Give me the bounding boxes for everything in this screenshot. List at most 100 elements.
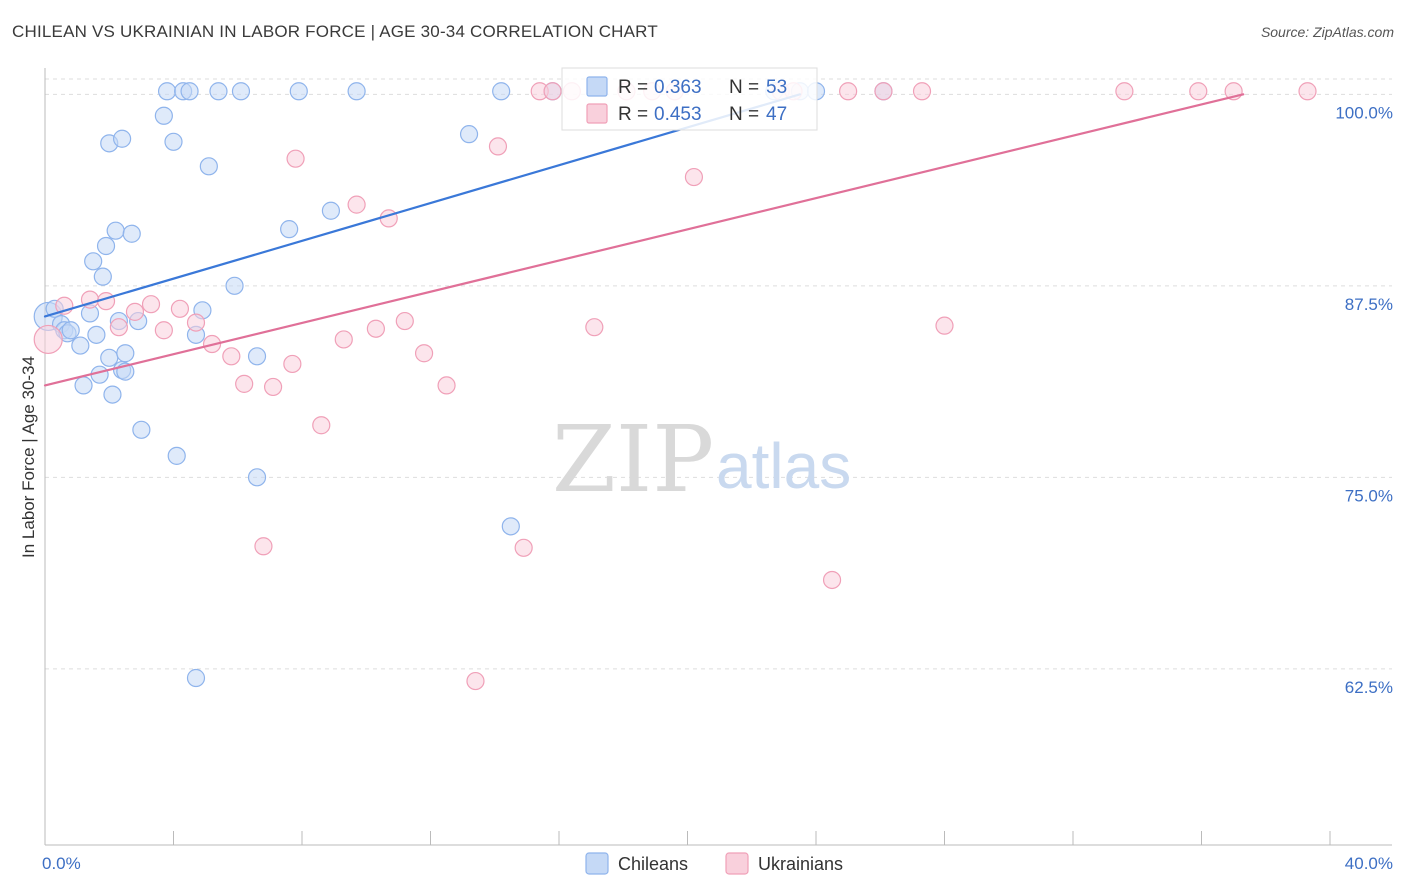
scatter-point-ukrainians xyxy=(822,570,842,590)
legend-n-value-chileans: 53 xyxy=(766,77,787,98)
scatter-point-ukrainians xyxy=(395,311,414,331)
watermark: ZIP atlas xyxy=(552,406,851,513)
scatter-point-ukrainians xyxy=(1115,82,1134,101)
scatter-point-ukrainians xyxy=(414,344,434,363)
scatter-point-chileans xyxy=(154,106,173,125)
scatter-point-chileans xyxy=(180,82,199,101)
scatter-point-chileans xyxy=(122,224,141,243)
trend-layer xyxy=(43,93,1245,387)
scatter-point-chileans xyxy=(501,517,520,536)
watermark-zip: ZIP xyxy=(552,406,714,513)
points-layer xyxy=(33,82,1317,691)
scatter-point-ukrainians xyxy=(488,137,508,156)
watermark-atlas: atlas xyxy=(716,430,851,502)
scatter-point-ukrainians xyxy=(585,318,604,337)
chart-title: CHILEAN VS UKRAINIAN IN LABOR FORCE | AG… xyxy=(12,22,658,41)
scatter-point-chileans xyxy=(96,236,116,256)
scatter-point-chileans xyxy=(106,221,125,240)
scatter-point-ukrainians xyxy=(684,167,704,187)
legend-swatch-ukrainians xyxy=(586,103,608,124)
series-legend-swatch-chileans xyxy=(585,852,609,875)
scatter-point-chileans xyxy=(87,325,106,344)
scatter-point-ukrainians xyxy=(170,299,190,318)
scatter-point-chileans xyxy=(347,82,366,101)
scatter-point-chileans xyxy=(100,348,119,367)
series-legend-label-ukrainians: Ukrainians xyxy=(758,854,843,874)
legend-n-value-ukrainians: 47 xyxy=(766,104,787,125)
chart-source: Source: ZipAtlas.com xyxy=(1260,24,1394,40)
scatter-point-ukrainians xyxy=(33,324,63,355)
scatter-point-ukrainians xyxy=(1298,82,1317,101)
scatter-point-chileans xyxy=(492,82,511,101)
scatter-point-chileans xyxy=(186,668,206,688)
y-axis-title: In Labor Force | Age 30-34 xyxy=(19,356,38,558)
scatter-point-chileans xyxy=(247,468,267,487)
scatter-point-ukrainians xyxy=(312,416,331,435)
scatter-point-ukrainians xyxy=(109,318,128,337)
scatter-point-ukrainians xyxy=(912,82,932,101)
scatter-point-chileans xyxy=(199,157,218,176)
scatter-point-chileans xyxy=(167,446,186,465)
scatter-point-chileans xyxy=(93,267,112,286)
y-tick-label: 100.0% xyxy=(1335,103,1393,122)
y-tick-label: 75.0% xyxy=(1345,486,1393,505)
x-tick-label: 0.0% xyxy=(42,854,81,873)
scatter-point-ukrainians xyxy=(263,377,283,397)
scatter-point-ukrainians xyxy=(466,671,485,691)
scatter-point-ukrainians xyxy=(222,347,241,366)
series-legend-label-chileans: Chileans xyxy=(618,854,688,874)
scatter-point-ukrainians xyxy=(283,354,302,374)
scatter-point-ukrainians xyxy=(235,374,254,393)
legend-n-label-chileans: N = xyxy=(729,77,759,98)
legend-r-label-ukrainians: R = xyxy=(618,104,648,125)
correlation-legend: R = 0.363 N = 53 R = 0.453 N = 47 xyxy=(561,67,818,131)
y-tick-label: 87.5% xyxy=(1345,295,1393,314)
scatter-point-ukrainians xyxy=(839,82,858,101)
scatter-point-ukrainians xyxy=(366,319,385,338)
legend-r-label-chileans: R = xyxy=(618,77,648,98)
grid-layer xyxy=(45,78,1392,670)
scatter-point-chileans xyxy=(231,82,251,101)
legend-swatch-chileans xyxy=(586,76,608,97)
scatter-point-chileans xyxy=(280,220,299,239)
scatter-point-chileans xyxy=(74,376,93,395)
scatter-point-ukrainians xyxy=(286,149,305,168)
scatter-point-chileans xyxy=(84,252,103,271)
scatter-point-ukrainians xyxy=(1189,82,1208,101)
scatter-point-ukrainians xyxy=(935,316,954,335)
y-tick-label: 62.5% xyxy=(1345,678,1393,697)
scatter-point-chileans xyxy=(164,132,183,151)
scatter-point-ukrainians xyxy=(334,330,353,349)
scatter-point-ukrainians xyxy=(874,82,893,101)
scatter-point-chileans xyxy=(61,321,80,340)
scatter-point-chileans xyxy=(209,82,228,101)
scatter-point-chileans xyxy=(132,420,151,439)
scatter-point-ukrainians xyxy=(514,538,533,557)
scatter-point-ukrainians xyxy=(347,195,366,214)
scatter-point-chileans xyxy=(116,344,135,363)
scatter-point-chileans xyxy=(321,201,341,220)
legend-n-label-ukrainians: N = xyxy=(729,104,759,125)
scatter-point-chileans xyxy=(247,347,267,366)
scatter-point-chileans xyxy=(71,336,90,355)
scatter-point-chileans xyxy=(225,276,244,295)
x-tick-label: 40.0% xyxy=(1345,854,1393,873)
scatter-point-ukrainians xyxy=(437,376,456,395)
scatter-point-ukrainians xyxy=(154,321,173,340)
scatter-point-chileans xyxy=(103,385,122,404)
axis-layer: 62.5% 75.0% 87.5% 100.0% 0.0% 40.0% xyxy=(42,68,1393,873)
series-legend: Chileans Ukrainians xyxy=(585,852,843,875)
scatter-point-ukrainians xyxy=(141,295,161,314)
scatter-point-chileans xyxy=(112,129,132,148)
scatter-point-ukrainians xyxy=(254,537,273,556)
scatter-point-chileans xyxy=(459,125,479,144)
scatter-point-chileans xyxy=(289,82,308,101)
legend-r-value-chileans: 0.363 xyxy=(654,77,702,98)
series-legend-swatch-ukrainians xyxy=(725,852,749,875)
scatter-point-ukrainians xyxy=(186,313,206,332)
legend-r-value-ukrainians: 0.453 xyxy=(654,104,702,125)
trend-line-ukrainians xyxy=(43,93,1245,387)
scatter-point-ukrainians xyxy=(543,82,562,101)
scatter-point-ukrainians xyxy=(125,302,145,321)
